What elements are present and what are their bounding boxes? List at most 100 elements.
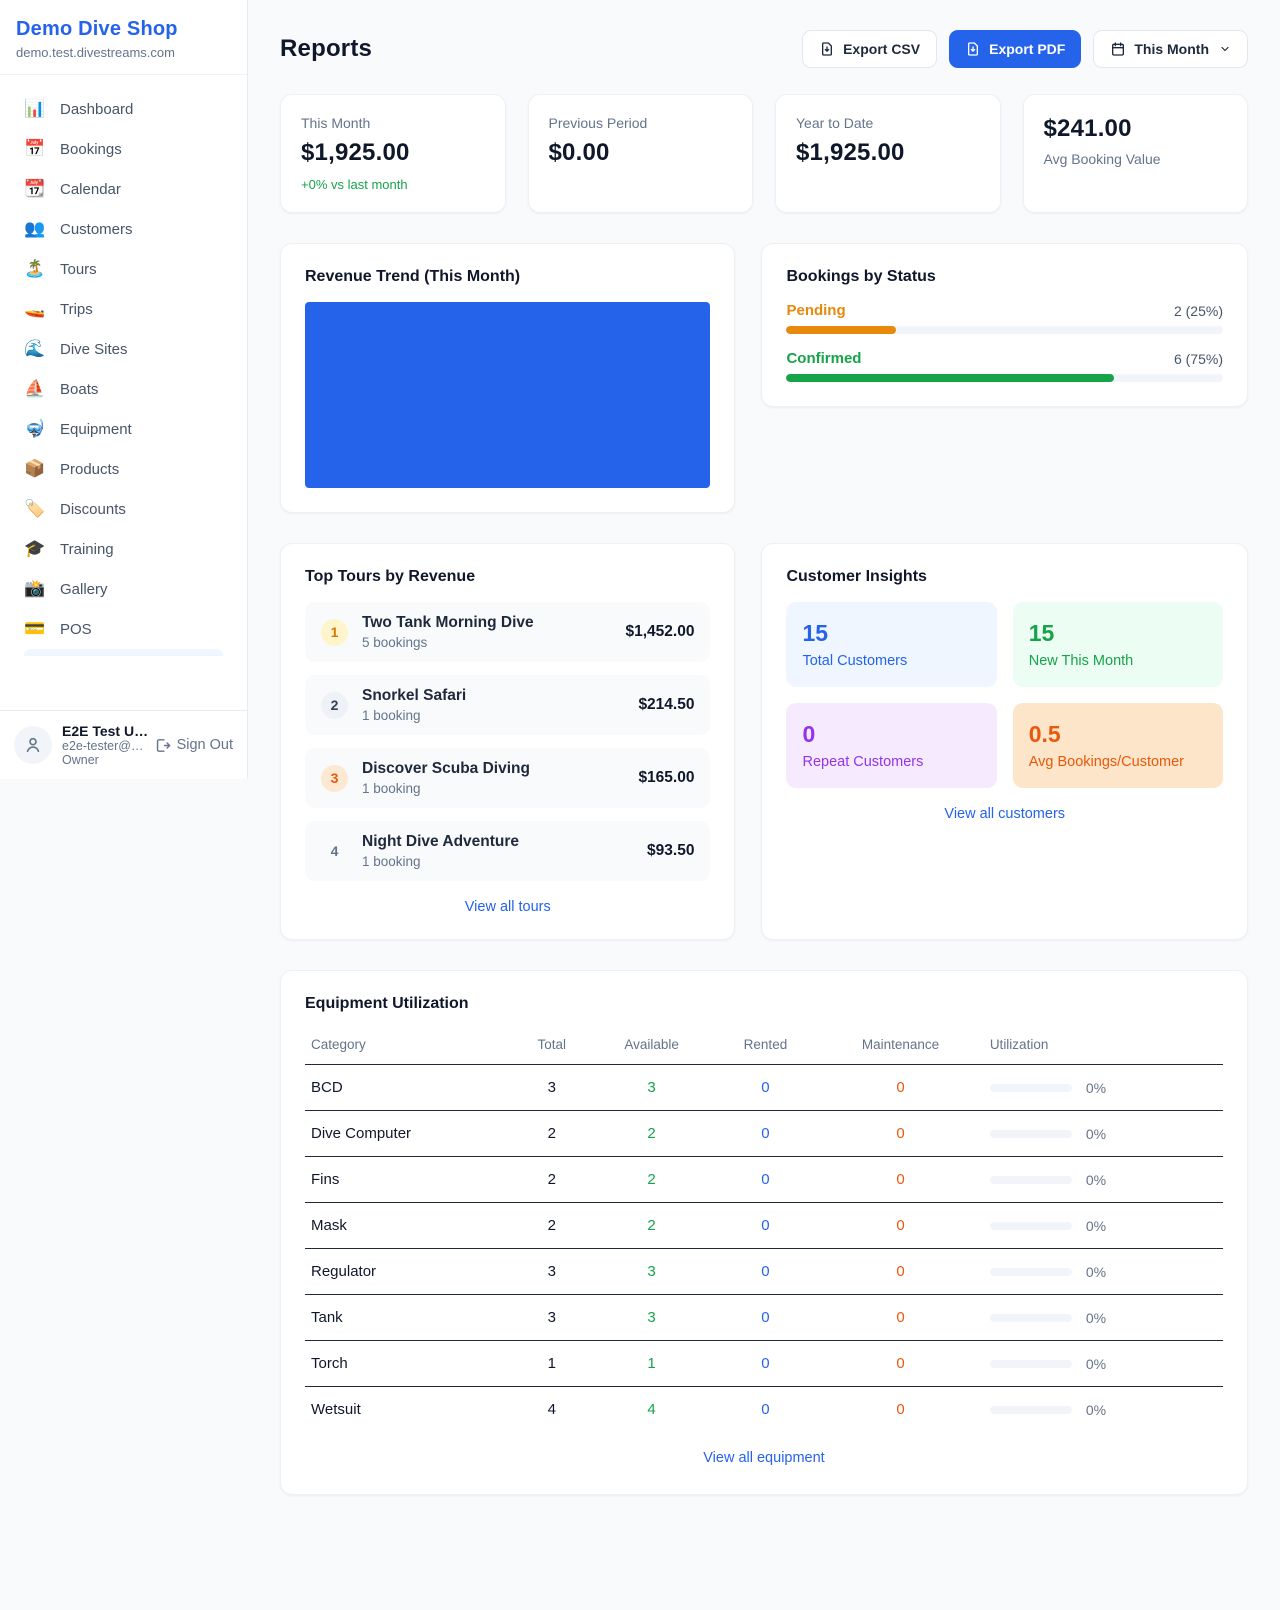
export-csv-button[interactable]: Export CSV xyxy=(802,30,938,68)
sidebar-item[interactable]: ⛵ Boats xyxy=(12,369,235,409)
customer-insights-title: Customer Insights xyxy=(786,568,927,585)
view-all-tours-link[interactable]: View all tours xyxy=(464,899,551,915)
equipment-rented: 0 xyxy=(713,1156,818,1203)
sign-out-button[interactable]: Sign Out xyxy=(154,737,233,754)
stat-cards-row: This Month $1,925.00 +0% vs last month P… xyxy=(280,94,1248,213)
bookings-by-status-card: Bookings by Status Pending 2 (25%) Confi… xyxy=(761,243,1248,407)
sidebar: Demo Dive Shop demo.test.divestreams.com… xyxy=(0,0,248,779)
sidebar-item[interactable]: 🌊 Dive Sites xyxy=(12,329,235,369)
sidebar-item[interactable]: 📆 Calendar xyxy=(12,169,235,209)
sidebar-item[interactable]: 🤿 Equipment xyxy=(12,409,235,449)
equipment-total: 4 xyxy=(547,1401,556,1418)
sidebar-item[interactable]: 🏷️ Discounts xyxy=(12,489,235,529)
utilization-percent: 0% xyxy=(1085,1217,1107,1234)
sidebar-item-icon: 👥 xyxy=(24,219,46,238)
tour-bookings-count: 1 booking xyxy=(362,708,421,723)
sidebar-item[interactable]: 🚤 Trips xyxy=(12,289,235,329)
insight-value: 0.5 xyxy=(1028,721,1061,747)
tour-revenue: $214.50 xyxy=(638,696,695,713)
stat-card-avg-booking-value: $241.00 Avg Booking Value xyxy=(1022,94,1248,213)
utilization-percent: 0% xyxy=(1085,1171,1107,1188)
status-row: Confirmed 6 (75%) xyxy=(786,350,1223,382)
sidebar-item-icon: 🌊 xyxy=(24,339,46,358)
sidebar-item[interactable]: 📸 Gallery xyxy=(12,569,235,609)
equipment-rented: 0 xyxy=(761,1401,770,1418)
equipment-maintenance: 0 xyxy=(817,1248,984,1295)
insight-tile: 15 Total Customers xyxy=(786,602,997,687)
sidebar-item[interactable]: 📊 Dashboard xyxy=(12,89,235,129)
sidebar-item-label: Trips xyxy=(60,300,93,318)
status-row: Pending 2 (25%) xyxy=(786,302,1223,334)
status-label: Confirmed xyxy=(786,350,862,367)
sidebar-item-label: Tours xyxy=(60,260,97,278)
shop-name: Demo Dive Shop xyxy=(16,18,178,40)
sidebar-item[interactable]: 📦 Products xyxy=(12,449,235,489)
equipment-available: 2 xyxy=(589,1110,714,1157)
insight-label: Repeat Customers xyxy=(802,754,924,770)
equipment-rented: 0 xyxy=(713,1248,818,1295)
equipment-category: Wetsuit xyxy=(311,1401,361,1418)
stat-label: Previous Period xyxy=(548,115,648,131)
equipment-table-header-row: Category Total Available Rented Maintena… xyxy=(305,1027,1223,1065)
chevron-down-icon xyxy=(1221,46,1229,52)
sidebar-item-label: Equipment xyxy=(60,420,132,438)
sidebar-item-icon: 🎓 xyxy=(24,539,46,558)
status-progress-fill xyxy=(786,374,1114,382)
calendar-icon xyxy=(1112,42,1125,56)
sidebar-item-icon: 🏷️ xyxy=(24,499,46,518)
sidebar-item[interactable]: 📅 Bookings xyxy=(12,129,235,169)
sidebar-item[interactable]: 💳 POS xyxy=(12,609,235,649)
equipment-rented: 0 xyxy=(713,1202,818,1249)
equipment-total: 2 xyxy=(513,1202,590,1249)
equipment-category: Regulator xyxy=(305,1248,514,1295)
status-progress-track xyxy=(786,374,1223,382)
sign-out-label: Sign Out xyxy=(176,737,233,753)
sidebar-item-label: Bookings xyxy=(60,140,122,158)
person-icon xyxy=(26,737,40,753)
utilization-bar xyxy=(989,1129,1072,1138)
utilization-percent: 0% xyxy=(1085,1355,1107,1372)
revenue-trend-card: Revenue Trend (This Month) xyxy=(280,243,736,513)
col-available: Available xyxy=(589,1027,714,1065)
tour-rank-badge: 4 xyxy=(330,843,339,859)
view-all-equipment-link[interactable]: View all equipment xyxy=(703,1450,825,1466)
export-pdf-button[interactable]: Export PDF xyxy=(949,30,1082,68)
sidebar-item-icon: ⛵ xyxy=(24,379,46,398)
view-all-customers-link[interactable]: View all customers xyxy=(944,806,1066,822)
sidebar-item-icon: 🏝️ xyxy=(24,259,46,278)
utilization-bar xyxy=(989,1405,1072,1414)
file-download-icon xyxy=(968,42,979,56)
equipment-available: 2 xyxy=(589,1202,714,1249)
tour-name: Discover Scuba Diving xyxy=(362,760,530,777)
sidebar-item[interactable]: 👥 Customers xyxy=(12,209,235,249)
sidebar-item-label: Discounts xyxy=(60,500,126,518)
equipment-available: 1 xyxy=(589,1340,714,1387)
sidebar-item-reports-active-partial[interactable] xyxy=(24,649,223,656)
sidebar-item-icon: 📸 xyxy=(24,579,46,598)
period-select[interactable]: This Month xyxy=(1093,30,1248,68)
equipment-maintenance: 0 xyxy=(817,1110,984,1157)
col-utilization: Utilization xyxy=(983,1027,1223,1065)
sidebar-item[interactable]: 🎓 Training xyxy=(12,529,235,569)
tour-row: 1 Two Tank Morning Dive 5 bookings $1,45… xyxy=(305,602,711,662)
equipment-category: Mask xyxy=(305,1202,514,1249)
equipment-rented: 0 xyxy=(713,1064,818,1111)
header-actions: Export CSV Export PDF This Month xyxy=(802,30,1248,68)
sidebar-item[interactable]: 🏝️ Tours xyxy=(12,249,235,289)
utilization-percent: 0% xyxy=(1085,1309,1107,1326)
user-email: e2e-tester@… xyxy=(62,739,144,753)
equipment-row: Wetsuit 4 4 0 0 0% xyxy=(305,1387,1223,1433)
equipment-row: Dive Computer 2 2 0 0 0% xyxy=(305,1110,1223,1157)
utilization-percent: 0% xyxy=(1085,1263,1107,1280)
export-csv-label: Export CSV xyxy=(843,41,921,57)
insight-value: 15 xyxy=(1028,620,1055,646)
sidebar-item-label: Gallery xyxy=(60,580,108,598)
equipment-category: Tank xyxy=(305,1294,514,1341)
top-tours-card: Top Tours by Revenue 1 Two Tank Morning … xyxy=(280,543,736,940)
charts-row: Revenue Trend (This Month) Bookings by S… xyxy=(280,243,1248,513)
equipment-available: 3 xyxy=(589,1064,714,1111)
tour-revenue: $93.50 xyxy=(647,842,695,859)
user-avatar xyxy=(14,726,52,764)
col-rented: Rented xyxy=(713,1027,818,1065)
sidebar-item-label: Customers xyxy=(60,220,133,238)
